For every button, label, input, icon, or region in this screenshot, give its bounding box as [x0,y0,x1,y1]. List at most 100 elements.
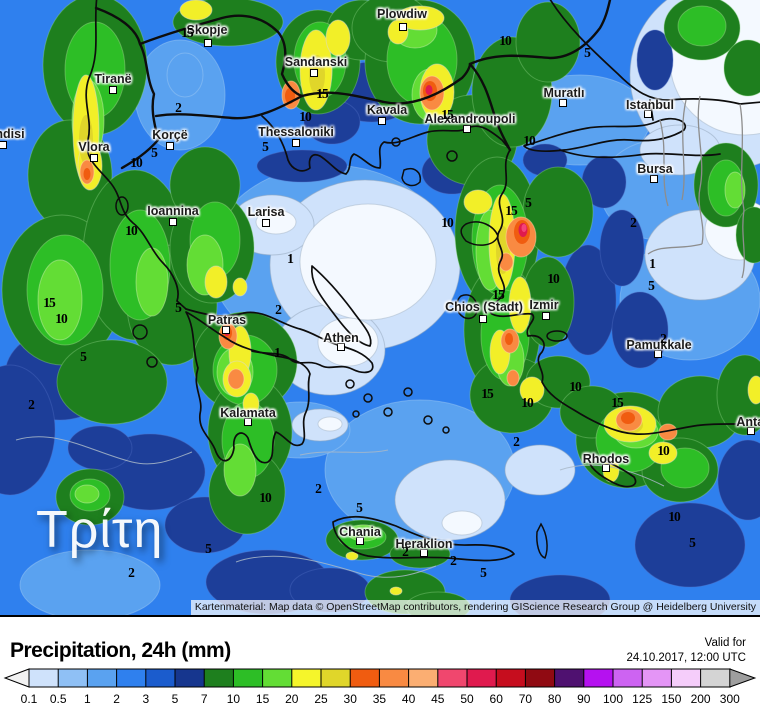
contour-value-label: 2 [315,481,322,496]
valid-for-label: Valid for [704,637,746,649]
city-label: Athen [323,331,359,345]
city-marker [109,86,117,94]
scale-cell [86,668,118,688]
city-label: Thessaloniki [258,125,334,139]
scale-cell [291,668,323,688]
contour-value-label: 10 [569,379,581,394]
contour-value-label: 5 [648,278,655,293]
scale-tick-label: 30 [344,692,358,706]
city-marker [169,218,177,226]
contour-value-label: 10 [521,395,533,410]
scale-tick-label: 0.5 [50,692,67,706]
city-marker [644,110,652,118]
city-label: Larisa [247,205,285,219]
contour-value-label: 5 [175,300,182,315]
scale-tick-label: 3 [142,692,149,706]
scale-cell [320,668,352,688]
contour-value-label: 15 [43,295,55,310]
map-attribution: Kartenmaterial: Map data © OpenStreetMap… [190,600,760,615]
contour-value-label: 2 [128,565,135,580]
city-marker [559,99,567,107]
contour-value-label: 2 [513,434,520,449]
contour-value-label: 5 [80,349,87,364]
contour-value-label: 2 [275,302,282,317]
city-marker [399,23,407,31]
scale-tick-label: 2 [113,692,120,706]
scale-tick-label: 300 [720,692,740,706]
city-label: Istanbul [626,98,674,112]
scale-cell [408,668,439,688]
city-marker [463,125,471,133]
legend-title: Precipitation, 24h (mm) [10,639,231,662]
contour-value-label: 15 [481,386,493,401]
contour-value-label: 10 [125,223,137,238]
scale-tick-label: 5 [172,692,179,706]
scale-tick-label: 20 [285,692,299,706]
scale-cell [378,668,410,688]
city-marker [222,326,230,334]
scale-tick-label: 7 [201,692,208,706]
scale-tick-label: 90 [577,692,591,706]
city-marker [420,549,428,557]
city-label: Chios (Stadt) [445,300,523,314]
contour-value-label: 2 [175,100,182,115]
city-label: Muratlı [543,86,585,100]
scale-cell [232,668,264,688]
scale-cell [466,668,498,688]
city-marker [0,141,7,149]
city-label: Pamukkale [626,338,692,352]
city-marker [166,142,174,150]
city-marker [378,117,386,125]
contour-value-label: 1 [649,256,656,271]
contour-value-label: 10 [441,215,453,230]
city-marker [292,139,300,147]
scale-cell [57,668,89,688]
contour-value-label: 5 [689,535,696,550]
city-label: Bursa [637,162,673,176]
scale-tick-label: 10 [227,692,241,706]
scale-tick-label: 25 [314,692,328,706]
contour-value-label: 10 [668,509,680,524]
city-label: ndisi [0,127,25,141]
city-marker [602,464,610,472]
scale-tick-label: 35 [373,692,387,706]
contour-value-label: 10 [547,271,559,286]
city-label: Plowdiw [377,7,427,21]
scale-tick-label: 45 [431,692,445,706]
contour-value-label: 15 [611,395,623,410]
city-marker [542,312,550,320]
contour-value-label: 15 [492,287,504,302]
scale-tick-label: 40 [402,692,416,706]
contour-value-label: 15 [441,107,453,122]
scale-cell [349,668,381,688]
contour-value-label: 15 [505,203,517,218]
scale-cell [203,668,235,688]
scale-cell [700,668,731,688]
contour-value-label: 5 [584,45,591,60]
city-label: Korçë [152,128,188,142]
scale-cell [583,668,615,688]
scale-tick-label: 1 [84,692,91,706]
city-marker [90,154,98,162]
city-marker [204,39,212,47]
scale-cell [174,668,206,688]
city-label: Kalamata [220,406,276,420]
contour-value-label: 15 [316,86,328,101]
day-of-week-label: Τρίτη [36,501,164,559]
city-marker [654,350,662,358]
contour-value-label: 10 [259,490,271,505]
map-graphic [0,0,760,615]
scale-cell [554,668,585,688]
scale-tick-label: 70 [519,692,533,706]
scale-cell [145,668,177,688]
city-label: Alexandroupoli [424,112,516,126]
valid-for-block: Valid for 24.10.2017, 12:00 UTC [626,636,746,666]
scale-cell [612,668,644,688]
contour-value-label: 5 [151,145,158,160]
city-label: Izmir [529,298,559,312]
city-label: Skopje [186,23,228,37]
scale-cell [116,668,147,688]
city-label: Patras [207,313,247,327]
scale-tick-label: 150 [661,692,681,706]
